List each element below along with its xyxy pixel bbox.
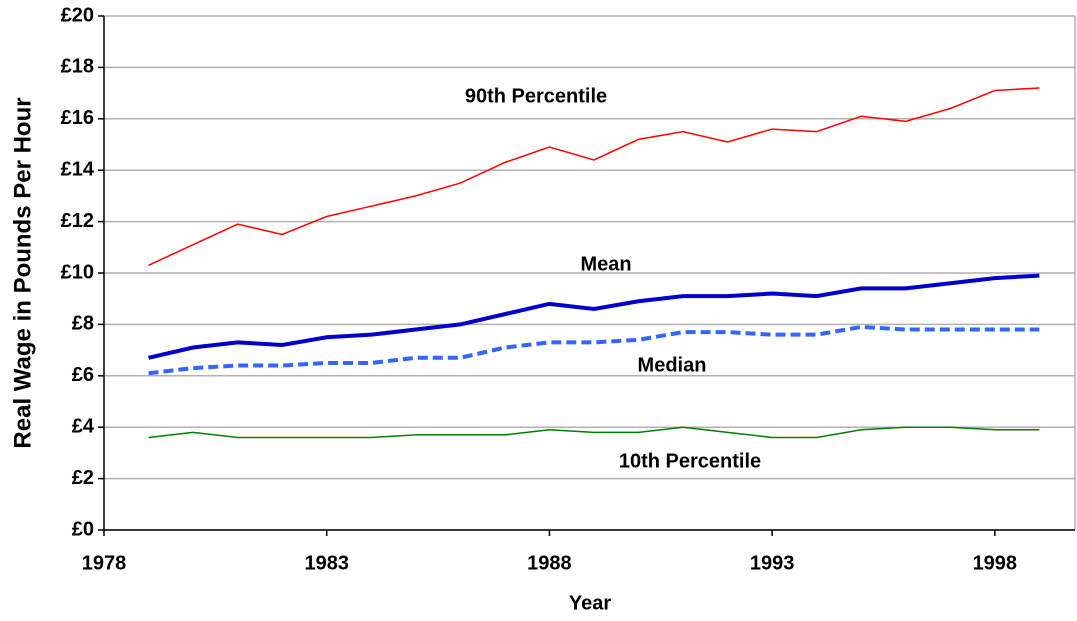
y-tick-label: £14 [61, 158, 95, 180]
y-tick-label: £2 [72, 467, 94, 489]
x-tick-label: 1983 [304, 552, 349, 574]
y-tick-label: £8 [72, 313, 94, 335]
y-tick-label: £0 [72, 518, 94, 540]
y-tick-label: £20 [61, 4, 94, 26]
y-tick-label: £6 [72, 364, 94, 386]
series-line [148, 426, 1040, 439]
series-label: 10th Percentile [619, 450, 761, 472]
series-label: Median [638, 354, 707, 376]
y-tick-label: £12 [61, 210, 94, 232]
y-tick-label: £16 [61, 107, 94, 129]
y-axis-title: Real Wage in Pounds Per Hour [9, 97, 36, 448]
x-tick-label: 1993 [750, 552, 795, 574]
series-label: Mean [580, 253, 631, 275]
x-tick-label: 1998 [973, 552, 1018, 574]
series-line [148, 324, 1040, 376]
series-line [148, 87, 1040, 266]
x-axis-title: Year [569, 592, 611, 614]
x-tick-label: 1988 [527, 552, 572, 574]
x-tick-label: 1978 [82, 552, 127, 574]
y-tick-label: £4 [72, 415, 95, 437]
y-tick-label: £10 [61, 261, 94, 283]
series-label: 90th Percentile [465, 85, 607, 107]
series-line [148, 273, 1040, 360]
y-tick-label: £18 [61, 56, 94, 78]
